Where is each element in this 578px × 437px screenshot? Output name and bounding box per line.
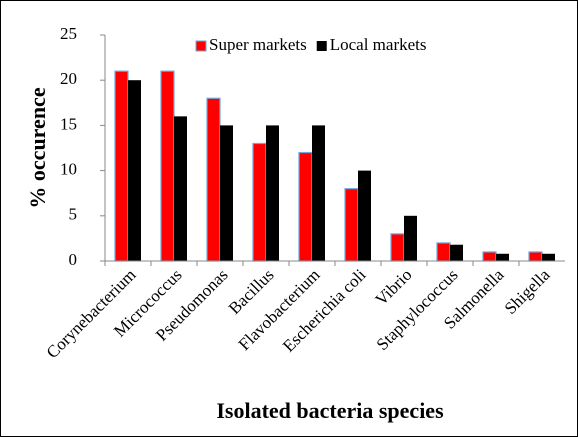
bar xyxy=(298,151,313,262)
legend-label: Super markets xyxy=(209,35,307,54)
x-axis-label: Isolated bacteria species xyxy=(216,398,444,423)
bar xyxy=(206,97,221,262)
y-tick-label: 5 xyxy=(69,205,78,224)
bar xyxy=(496,253,509,261)
y-tick-label: 15 xyxy=(60,114,77,133)
legend-swatch xyxy=(195,40,207,52)
bar xyxy=(450,244,463,261)
bar xyxy=(220,125,233,262)
legend-label: Local markets xyxy=(330,35,427,54)
bar xyxy=(542,253,555,261)
y-tick-label: 10 xyxy=(60,160,77,179)
y-tick-label: 25 xyxy=(60,24,77,43)
bar xyxy=(436,242,451,262)
bar xyxy=(174,116,187,261)
bar xyxy=(128,80,141,261)
legend-swatch xyxy=(316,41,327,51)
bar xyxy=(404,215,417,261)
y-tick-label: 20 xyxy=(60,69,77,88)
bar xyxy=(528,251,543,262)
bar xyxy=(266,125,279,262)
y-tick-label: 0 xyxy=(69,250,78,269)
bar xyxy=(114,70,129,262)
bar xyxy=(312,125,325,262)
y-axis-label: % occurence xyxy=(25,87,50,208)
bar xyxy=(358,170,371,261)
bar xyxy=(252,142,267,262)
bar xyxy=(482,251,497,262)
bar xyxy=(160,70,175,262)
bar xyxy=(390,233,405,262)
bar xyxy=(344,188,359,262)
